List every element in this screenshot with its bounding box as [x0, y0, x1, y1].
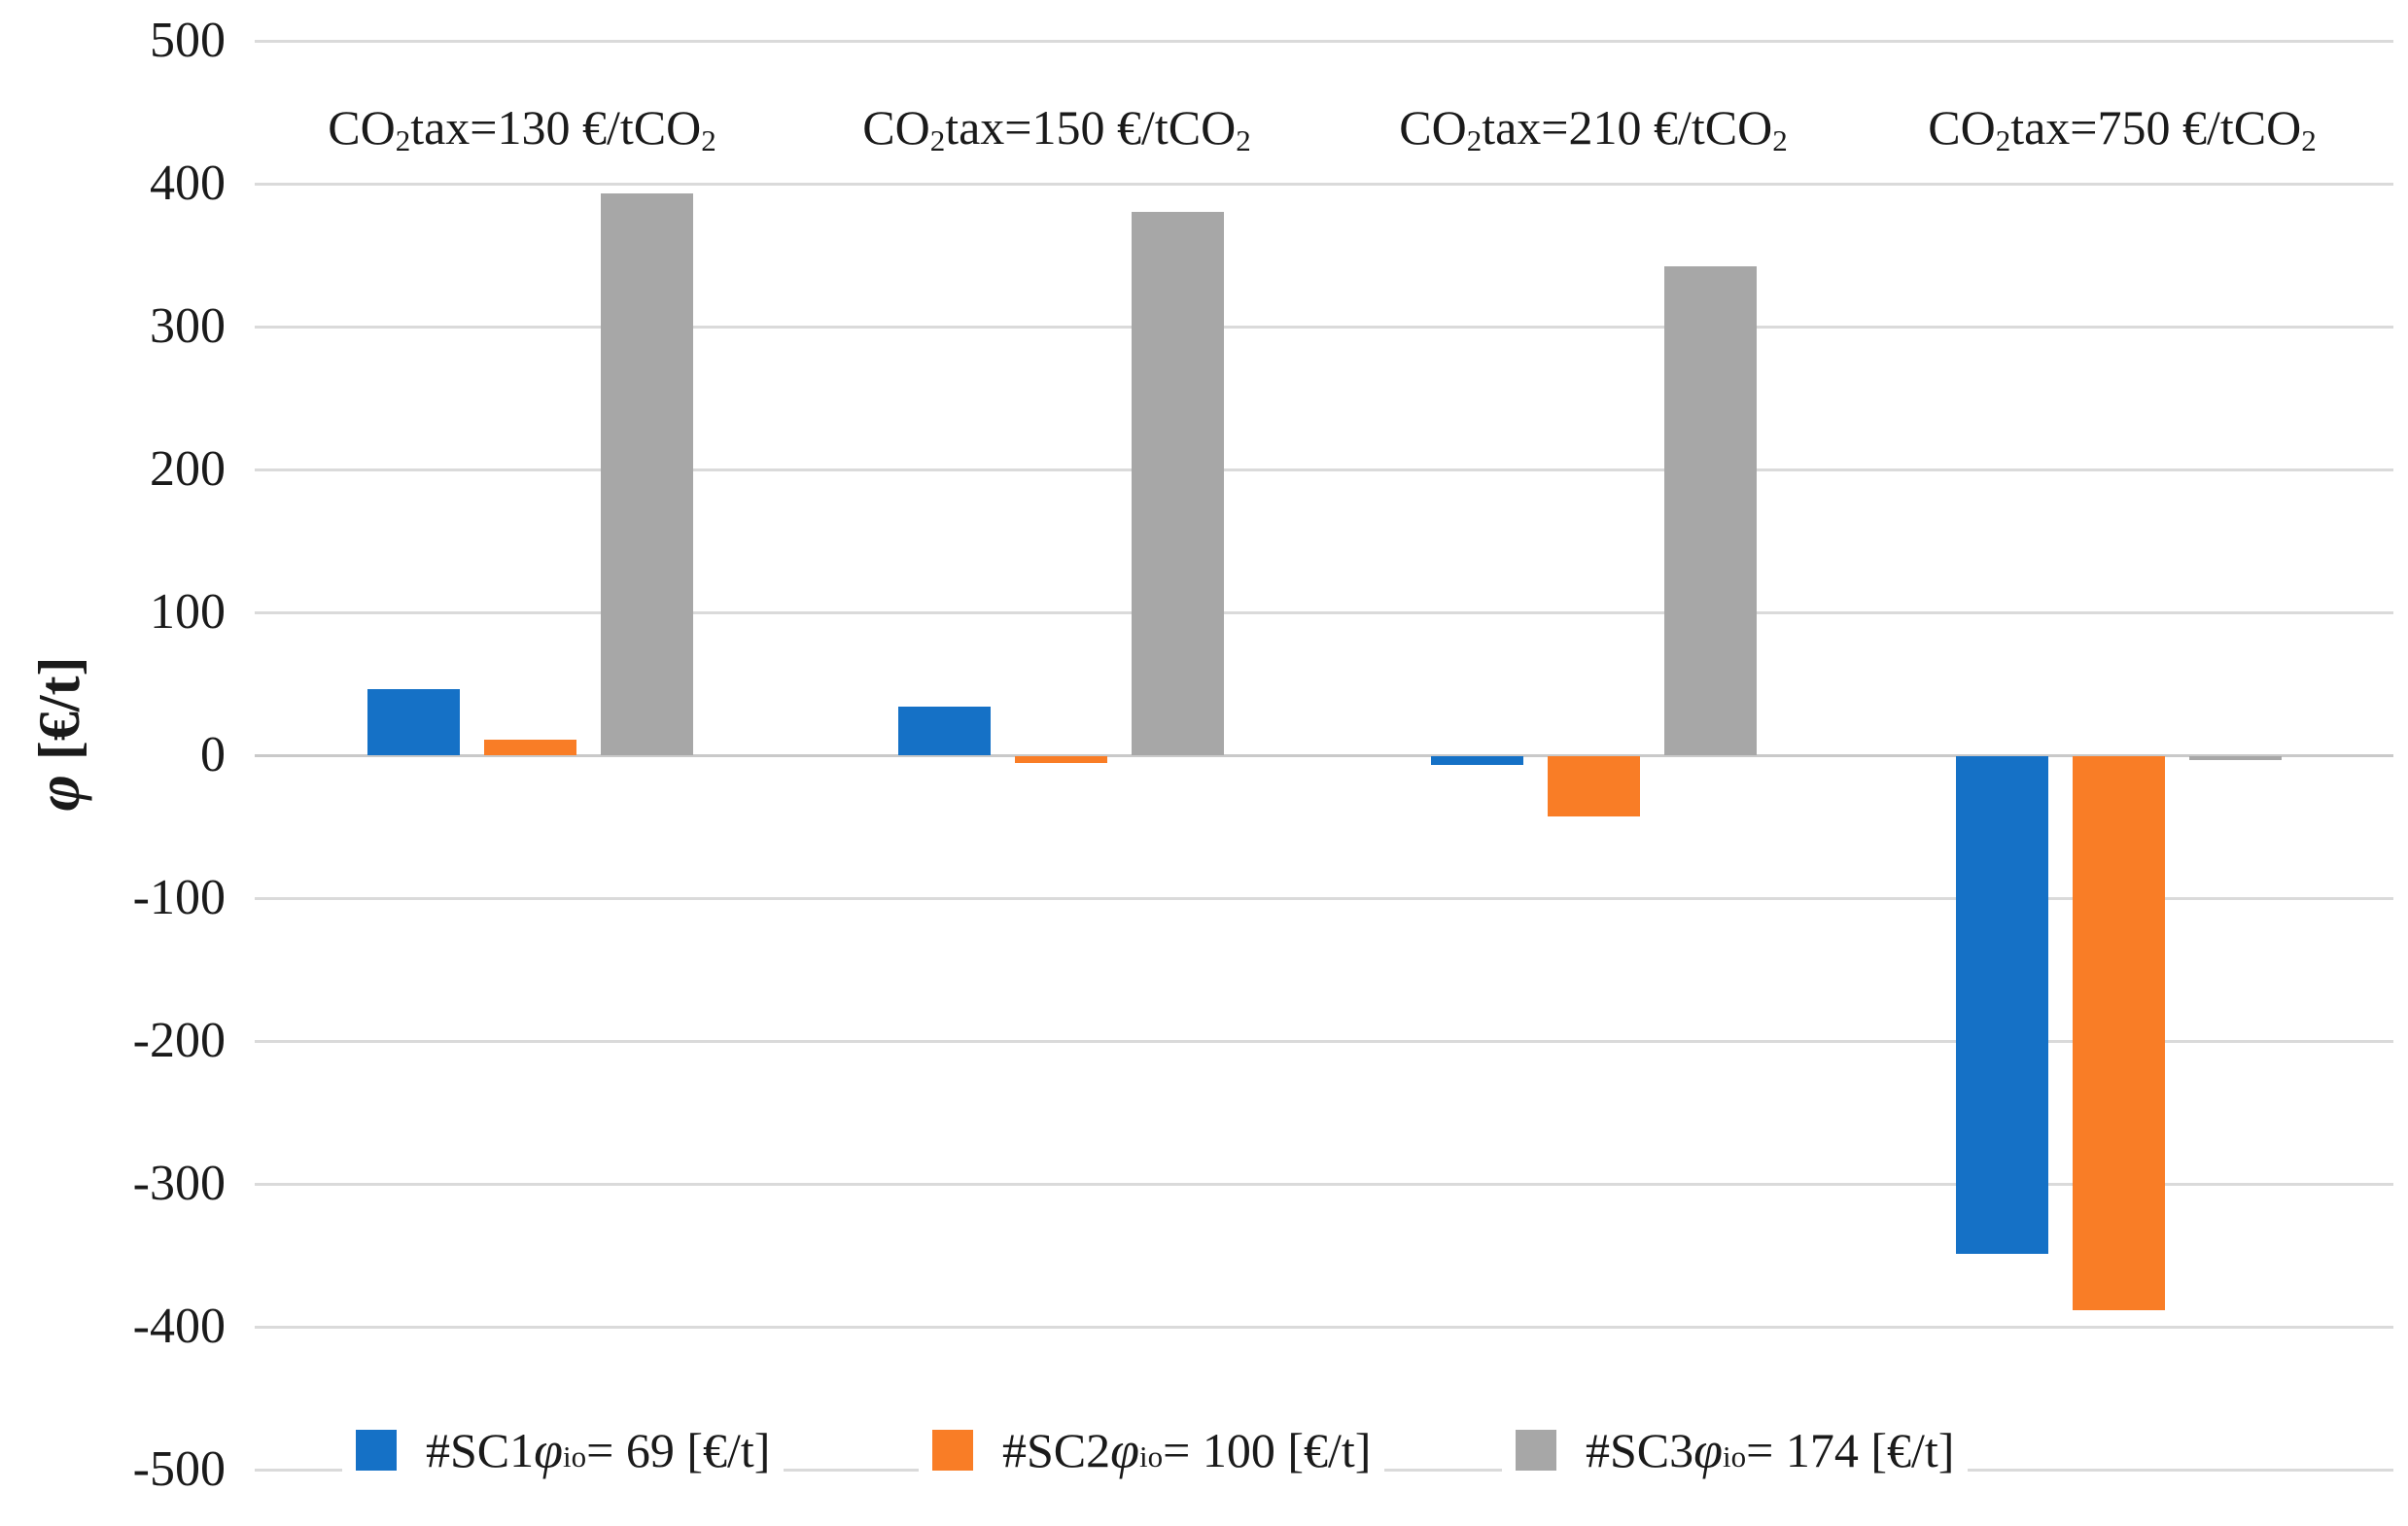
label-text: CO: [1928, 100, 1996, 155]
legend-label: #SC3: [1586, 1423, 1694, 1477]
legend-label: #SC2: [1002, 1423, 1111, 1477]
subscript: 2: [1466, 122, 1483, 157]
label-text: CO: [1399, 100, 1467, 155]
subscript: io: [1723, 1439, 1747, 1474]
phi-symbol: φ: [1693, 1421, 1724, 1479]
subscript: 2: [1995, 122, 2011, 157]
y-tick-label-0: 0: [200, 727, 226, 782]
y-tick-label--200: -200: [132, 1013, 226, 1068]
legend-value: = 69 [€/t]: [586, 1423, 771, 1477]
gridline-200: [255, 468, 2393, 471]
category-label-150: CO2tax=150 €/tCO2: [716, 93, 1397, 161]
bar-sc1-group1: [367, 689, 460, 755]
y-tick-label--100: -100: [132, 870, 226, 925]
gridline-300: [255, 326, 2393, 329]
gridline-500: [255, 40, 2393, 43]
bar-sc1-group4: [1956, 756, 2048, 1254]
legend-label: #SC1: [426, 1423, 535, 1477]
bar-sc3-group4: [2189, 756, 2282, 760]
legend-item-sc1: #SC1 φ io = 69 [€/t]: [342, 1409, 785, 1491]
bar-sc3-group2: [1132, 212, 1224, 755]
y-tick-label--400: -400: [132, 1299, 226, 1354]
subscript: 2: [701, 122, 716, 157]
phi-symbol: φ: [1110, 1421, 1140, 1479]
subscript: io: [1139, 1439, 1164, 1474]
legend-item-sc3: #SC3 φ io = 174 [€/t]: [1502, 1409, 1969, 1491]
gridline--200: [255, 1040, 2393, 1043]
bar-sc2-group3: [1548, 756, 1640, 816]
legend-value: = 100 [€/t]: [1163, 1423, 1372, 1477]
y-tick-label-500: 500: [150, 13, 226, 68]
subscript: 2: [395, 122, 411, 157]
gridline-400: [255, 183, 2393, 186]
label-text: tax=210 €/tCO: [1482, 100, 1773, 155]
category-label-750: CO2tax=750 €/tCO2: [1782, 93, 2408, 161]
subscript: 2: [1772, 122, 1788, 157]
legend-swatch-sc1: [356, 1430, 397, 1471]
label-text: tax=750 €/tCO: [2010, 100, 2302, 155]
subscript: 2: [2301, 122, 2317, 157]
bar-sc1-group2: [898, 707, 991, 755]
category-label-210: CO2tax=210 €/tCO2: [1253, 93, 1934, 161]
label-text: CO: [862, 100, 930, 155]
legend-item-sc2: #SC2 φ io = 100 [€/t]: [919, 1409, 1385, 1491]
legend-swatch-sc3: [1516, 1430, 1556, 1471]
label-text: tax=150 €/tCO: [945, 100, 1237, 155]
legend-swatch-sc2: [932, 1430, 973, 1471]
y-tick-label--300: -300: [132, 1156, 226, 1211]
gridline--300: [255, 1183, 2393, 1186]
bar-sc1-group3: [1431, 756, 1523, 765]
label-text: tax=130 €/tCO: [410, 100, 702, 155]
gridline--400: [255, 1326, 2393, 1329]
bar-sc3-group1: [601, 193, 693, 755]
subscript: 2: [1236, 122, 1251, 157]
legend-value: = 174 [€/t]: [1746, 1423, 1955, 1477]
bar-sc2-group1: [484, 740, 576, 755]
gridline-0: [255, 754, 2393, 757]
y-tick-label-400: 400: [150, 156, 226, 211]
y-tick-label-200: 200: [150, 441, 226, 497]
gridline--100: [255, 897, 2393, 900]
y-tick-label-100: 100: [150, 584, 226, 640]
category-label-130: CO2tax=130 €/tCO2: [182, 93, 862, 161]
phi-symbol: φ: [534, 1421, 564, 1479]
y-tick-label-300: 300: [150, 298, 226, 354]
bar-sc3-group3: [1664, 266, 1757, 755]
bar-sc2-group2: [1015, 756, 1107, 763]
label-text: CO: [328, 100, 396, 155]
y-tick-label--500: -500: [132, 1441, 226, 1497]
subscript: io: [563, 1439, 587, 1474]
bar-sc2-group4: [2073, 756, 2165, 1310]
subscript: 2: [929, 122, 946, 157]
gridline-100: [255, 611, 2393, 614]
